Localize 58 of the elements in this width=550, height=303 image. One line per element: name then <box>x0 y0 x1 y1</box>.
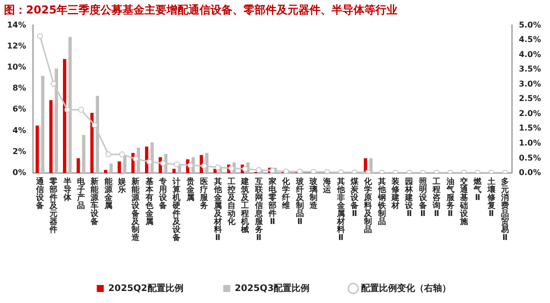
x-tick-label: 互联网信息服务Ⅱ <box>254 177 264 242</box>
x-tick-label: 通信设备 <box>34 177 45 210</box>
x-tick-label: 能源金属 <box>103 177 114 210</box>
y2-tick-label: 1.0% <box>518 138 541 148</box>
y-tick-label: 6% <box>12 104 26 114</box>
x-tick-label: 土壤修复Ⅱ <box>486 177 496 218</box>
y-tick-label: 4% <box>12 126 26 135</box>
x-tick-label: 计算机硬件及设备 <box>172 177 182 242</box>
x-tick-label: 电子产品 <box>76 177 86 210</box>
legend-label: 2025Q2配置比例 <box>108 282 184 294</box>
x-tick-label: 照明设备Ⅱ <box>418 177 428 218</box>
x-tick-label: 化学原料及制品 <box>363 177 374 234</box>
y2-tick-label: 3.5% <box>518 64 541 74</box>
x-tick-label: 建筑及工程机械 <box>240 177 250 234</box>
y2-tick-label: 5.0% <box>518 20 541 30</box>
y-tick-label: 2% <box>12 146 26 156</box>
y-tick-label: 14% <box>6 20 26 30</box>
x-tick-label: 其他金属及材料Ⅱ <box>212 177 223 242</box>
x-tick-label: 贵金属 <box>185 177 196 202</box>
y-tick-label: 8% <box>12 84 26 93</box>
x-tick-label: 半导体 <box>62 177 72 202</box>
y2-tick-label: 3.0% <box>518 79 541 88</box>
x-tick-label: 装修建材 <box>390 177 401 210</box>
x-tick-label: 家电零部件Ⅱ <box>267 176 278 226</box>
y2-tick-label: 2.5% <box>518 94 541 104</box>
x-tick-label: 煤炭设备Ⅱ <box>350 177 360 218</box>
legend-label: 2025Q3配置比例 <box>234 282 310 294</box>
x-tick-label: 海运 <box>322 177 332 194</box>
chart-title: 图：2025年三季度公募基金主要增配通信设备、零部件及元器件、半导体等行业 <box>4 3 398 16</box>
x-tick-label: 工程咨询Ⅱ <box>432 177 442 218</box>
x-tick-label: 零部件及元器件 <box>48 177 59 234</box>
x-tick-label: 娱乐 <box>117 177 128 194</box>
y2-tick-label: 1.5% <box>518 124 541 133</box>
x-tick-label: 多元消费品贸易Ⅱ <box>500 177 509 242</box>
x-tick-label: 工控及自动化 <box>226 177 236 226</box>
x-tick-label: 园林建设Ⅱ <box>404 177 414 218</box>
x-tick-label: 基本有色金属 <box>144 177 154 226</box>
y-tick-label: 0% <box>12 168 26 178</box>
y2-tick-label: 4.0% <box>518 50 541 59</box>
legend-label: 配置比例变化（右轴） <box>361 282 452 294</box>
x-tick-label: 燃气Ⅱ <box>472 177 483 202</box>
y-tick-label: 10% <box>6 62 26 72</box>
x-tick-label: 化学纤维 <box>281 177 292 210</box>
x-tick-label: 油气服务Ⅱ <box>445 177 456 218</box>
x-tick-label: 专用设备 <box>158 177 168 210</box>
x-tick-label: 玻璃制造 <box>308 177 319 210</box>
y2-tick-label: 0.0% <box>518 168 541 178</box>
x-tick-label: 新能源车设备 <box>90 176 100 226</box>
x-tick-label: 玻纤及制品Ⅱ <box>294 177 305 226</box>
x-tick-label: 交通基础设施 <box>458 176 469 226</box>
y-tick-label: 12% <box>6 41 26 50</box>
y2-tick-label: 0.5% <box>518 153 541 162</box>
y2-tick-label: 4.5% <box>518 35 541 44</box>
x-tick-label: 新能源设备及制造 <box>130 176 141 242</box>
y2-tick-label: 2.0% <box>518 108 541 118</box>
x-tick-label: 其他钢铁制品 <box>376 177 387 226</box>
x-tick-label: 医疗服务 <box>199 177 210 210</box>
x-tick-label: 其他非金属材料Ⅱ <box>336 177 346 242</box>
